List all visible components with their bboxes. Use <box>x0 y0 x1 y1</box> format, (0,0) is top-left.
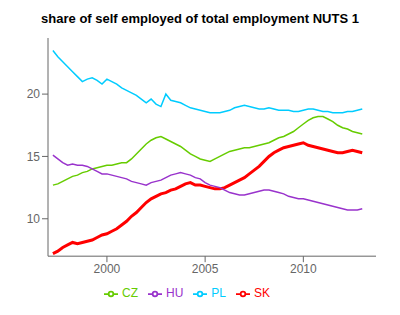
html-text:PL: PL <box>211 286 226 301</box>
svg-text:10: 10 <box>27 212 41 226</box>
svg-text:2010: 2010 <box>290 262 317 276</box>
html-text:HU: HU <box>166 286 184 301</box>
html-text:share of self employed of tota: share of self employed of total employme… <box>41 11 359 26</box>
svg-text:20: 20 <box>27 87 41 101</box>
html-text:CZ: CZ <box>122 286 138 301</box>
svg-text:15: 15 <box>27 150 41 164</box>
svg-text:2000: 2000 <box>94 262 121 276</box>
svg-text:2005: 2005 <box>192 262 219 276</box>
html-text:SK: SK <box>254 286 270 301</box>
